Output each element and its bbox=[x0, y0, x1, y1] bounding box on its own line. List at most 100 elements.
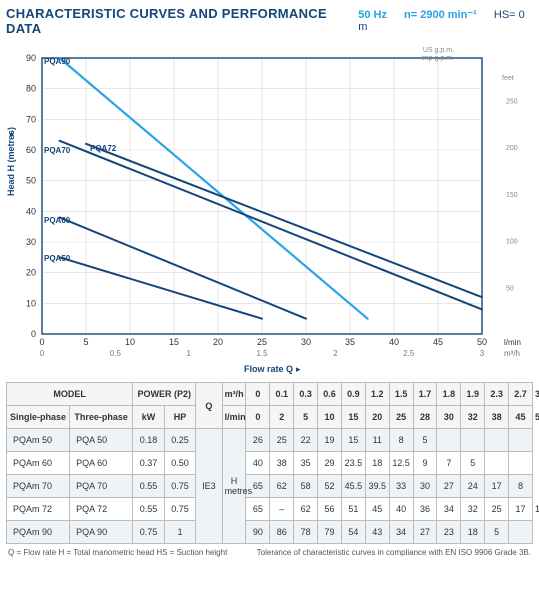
cell-val: 79 bbox=[318, 521, 342, 544]
svg-text:US g.p.m.: US g.p.m. bbox=[423, 47, 454, 54]
cell-val: 54 bbox=[341, 521, 365, 544]
th-q: Q bbox=[196, 383, 222, 429]
svg-text:100: 100 bbox=[506, 239, 518, 246]
svg-text:50: 50 bbox=[477, 337, 487, 347]
svg-text:20: 20 bbox=[26, 268, 36, 278]
svg-text:m³/h: m³/h bbox=[504, 349, 520, 358]
cell-kw: 0.55 bbox=[133, 475, 165, 498]
svg-text:60: 60 bbox=[26, 145, 36, 155]
svg-text:3: 3 bbox=[480, 349, 485, 358]
footer: Q = Flow rate H = Total manometric head … bbox=[0, 544, 539, 561]
th-mh: 0.9 bbox=[341, 383, 365, 406]
svg-text:25: 25 bbox=[257, 337, 267, 347]
th-lmin: 30 bbox=[437, 406, 461, 429]
page-title: CHARACTERISTIC CURVES AND PERFORMANCE DA… bbox=[6, 6, 358, 36]
cell-kw: 0.18 bbox=[133, 429, 165, 452]
th-lmin: 10 bbox=[318, 406, 342, 429]
svg-text:45: 45 bbox=[433, 337, 443, 347]
th-single: Single-phase bbox=[7, 406, 70, 429]
cell-val: 15 bbox=[341, 429, 365, 452]
cell-val: 62 bbox=[270, 475, 294, 498]
cell-val bbox=[437, 429, 461, 452]
cell-val: 23.5 bbox=[341, 452, 365, 475]
th-mhunit: m³/h bbox=[222, 383, 246, 406]
cell-val: 34 bbox=[437, 498, 461, 521]
cell-val: 24 bbox=[461, 475, 485, 498]
th-lmin: 5 bbox=[294, 406, 318, 429]
curve-label-PQA90: PQA90 bbox=[44, 57, 71, 66]
svg-text:10: 10 bbox=[26, 298, 36, 308]
cell-val: 30 bbox=[413, 475, 437, 498]
svg-text:40: 40 bbox=[26, 206, 36, 216]
cell-hp: 0.75 bbox=[164, 498, 196, 521]
cell-val bbox=[485, 429, 509, 452]
cell-hmetres: H metres bbox=[222, 429, 246, 544]
svg-text:0.5: 0.5 bbox=[110, 349, 122, 358]
cell-three: PQA 70 bbox=[70, 475, 133, 498]
cell-val: 26 bbox=[246, 429, 270, 452]
chart: 0510152025303540455001020304050607080900… bbox=[0, 40, 539, 378]
cell-kw: 0.37 bbox=[133, 452, 165, 475]
cell-single: PQAm 90 bbox=[7, 521, 70, 544]
th-mh: 2.7 bbox=[509, 383, 533, 406]
th-lmin: 38 bbox=[485, 406, 509, 429]
cell-hp: 0.75 bbox=[164, 475, 196, 498]
cell-val: 56 bbox=[318, 498, 342, 521]
svg-text:Flow rate Q: Flow rate Q bbox=[244, 364, 293, 374]
cell-val: 62 bbox=[294, 498, 318, 521]
cell-val: 51 bbox=[341, 498, 365, 521]
curve-PQA70 bbox=[60, 141, 482, 310]
cell-val: – bbox=[270, 498, 294, 521]
svg-text:150: 150 bbox=[506, 192, 518, 199]
cell-val: 90 bbox=[246, 521, 270, 544]
cell-single: PQAm 72 bbox=[7, 498, 70, 521]
chart-svg: 0510152025303540455001020304050607080900… bbox=[0, 40, 527, 375]
cell-val: 11 bbox=[365, 429, 389, 452]
svg-text:70: 70 bbox=[26, 114, 36, 124]
cell-val: 18 bbox=[461, 521, 485, 544]
svg-text:imp g.p.m.: imp g.p.m. bbox=[421, 55, 454, 62]
th-power: POWER (P2) bbox=[133, 383, 196, 406]
performance-table: MODELPOWER (P2)Qm³/h00.10.30.60.91.21.51… bbox=[6, 382, 533, 544]
cell-val: 25 bbox=[270, 429, 294, 452]
svg-text:250: 250 bbox=[506, 98, 518, 105]
th-mh: 2.3 bbox=[485, 383, 509, 406]
curve-PQA72 bbox=[86, 144, 482, 297]
svg-text:▸: ▸ bbox=[296, 364, 301, 374]
cell-val: 45.5 bbox=[341, 475, 365, 498]
cell-val: 7 bbox=[437, 452, 461, 475]
cell-val bbox=[485, 452, 509, 475]
curve-label-PQA70: PQA70 bbox=[44, 146, 71, 155]
cell-val: 65 bbox=[246, 498, 270, 521]
svg-text:15: 15 bbox=[169, 337, 179, 347]
svg-text:40: 40 bbox=[389, 337, 399, 347]
th-lmin: 2 bbox=[270, 406, 294, 429]
cell-val: 58 bbox=[294, 475, 318, 498]
table-row: PQAm 50PQA 500.180.25IE3H metres26252219… bbox=[7, 429, 533, 452]
svg-text:20: 20 bbox=[213, 337, 223, 347]
cell-kw: 0.55 bbox=[133, 498, 165, 521]
svg-text:2: 2 bbox=[333, 349, 338, 358]
cell-val: 34 bbox=[389, 521, 413, 544]
cell-val: 38 bbox=[270, 452, 294, 475]
th-lmin: 45 bbox=[509, 406, 533, 429]
th-mh: 0.6 bbox=[318, 383, 342, 406]
freq-label: 50 Hz bbox=[358, 9, 387, 21]
cell-val: 33 bbox=[389, 475, 413, 498]
svg-text:200: 200 bbox=[506, 145, 518, 152]
cell-val: 17 bbox=[485, 475, 509, 498]
th-mh: 0.3 bbox=[294, 383, 318, 406]
svg-text:1.5: 1.5 bbox=[256, 349, 268, 358]
cell-hp: 0.25 bbox=[164, 429, 196, 452]
cell-val: 22 bbox=[294, 429, 318, 452]
curve-label-PQA50: PQA50 bbox=[44, 254, 71, 263]
cell-val bbox=[509, 452, 533, 475]
footer-left: Q = Flow rate H = Total manometric head … bbox=[8, 548, 227, 557]
cell-val: 43 bbox=[365, 521, 389, 544]
cell-three: PQA 90 bbox=[70, 521, 133, 544]
cell-val: 5 bbox=[485, 521, 509, 544]
cell-val: 25 bbox=[485, 498, 509, 521]
th-lmin: 20 bbox=[365, 406, 389, 429]
th-mh: 1.9 bbox=[461, 383, 485, 406]
cell-val: 12.5 bbox=[389, 452, 413, 475]
